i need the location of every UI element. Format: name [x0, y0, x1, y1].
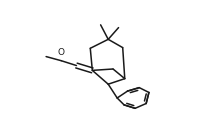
Text: O: O [58, 48, 65, 57]
